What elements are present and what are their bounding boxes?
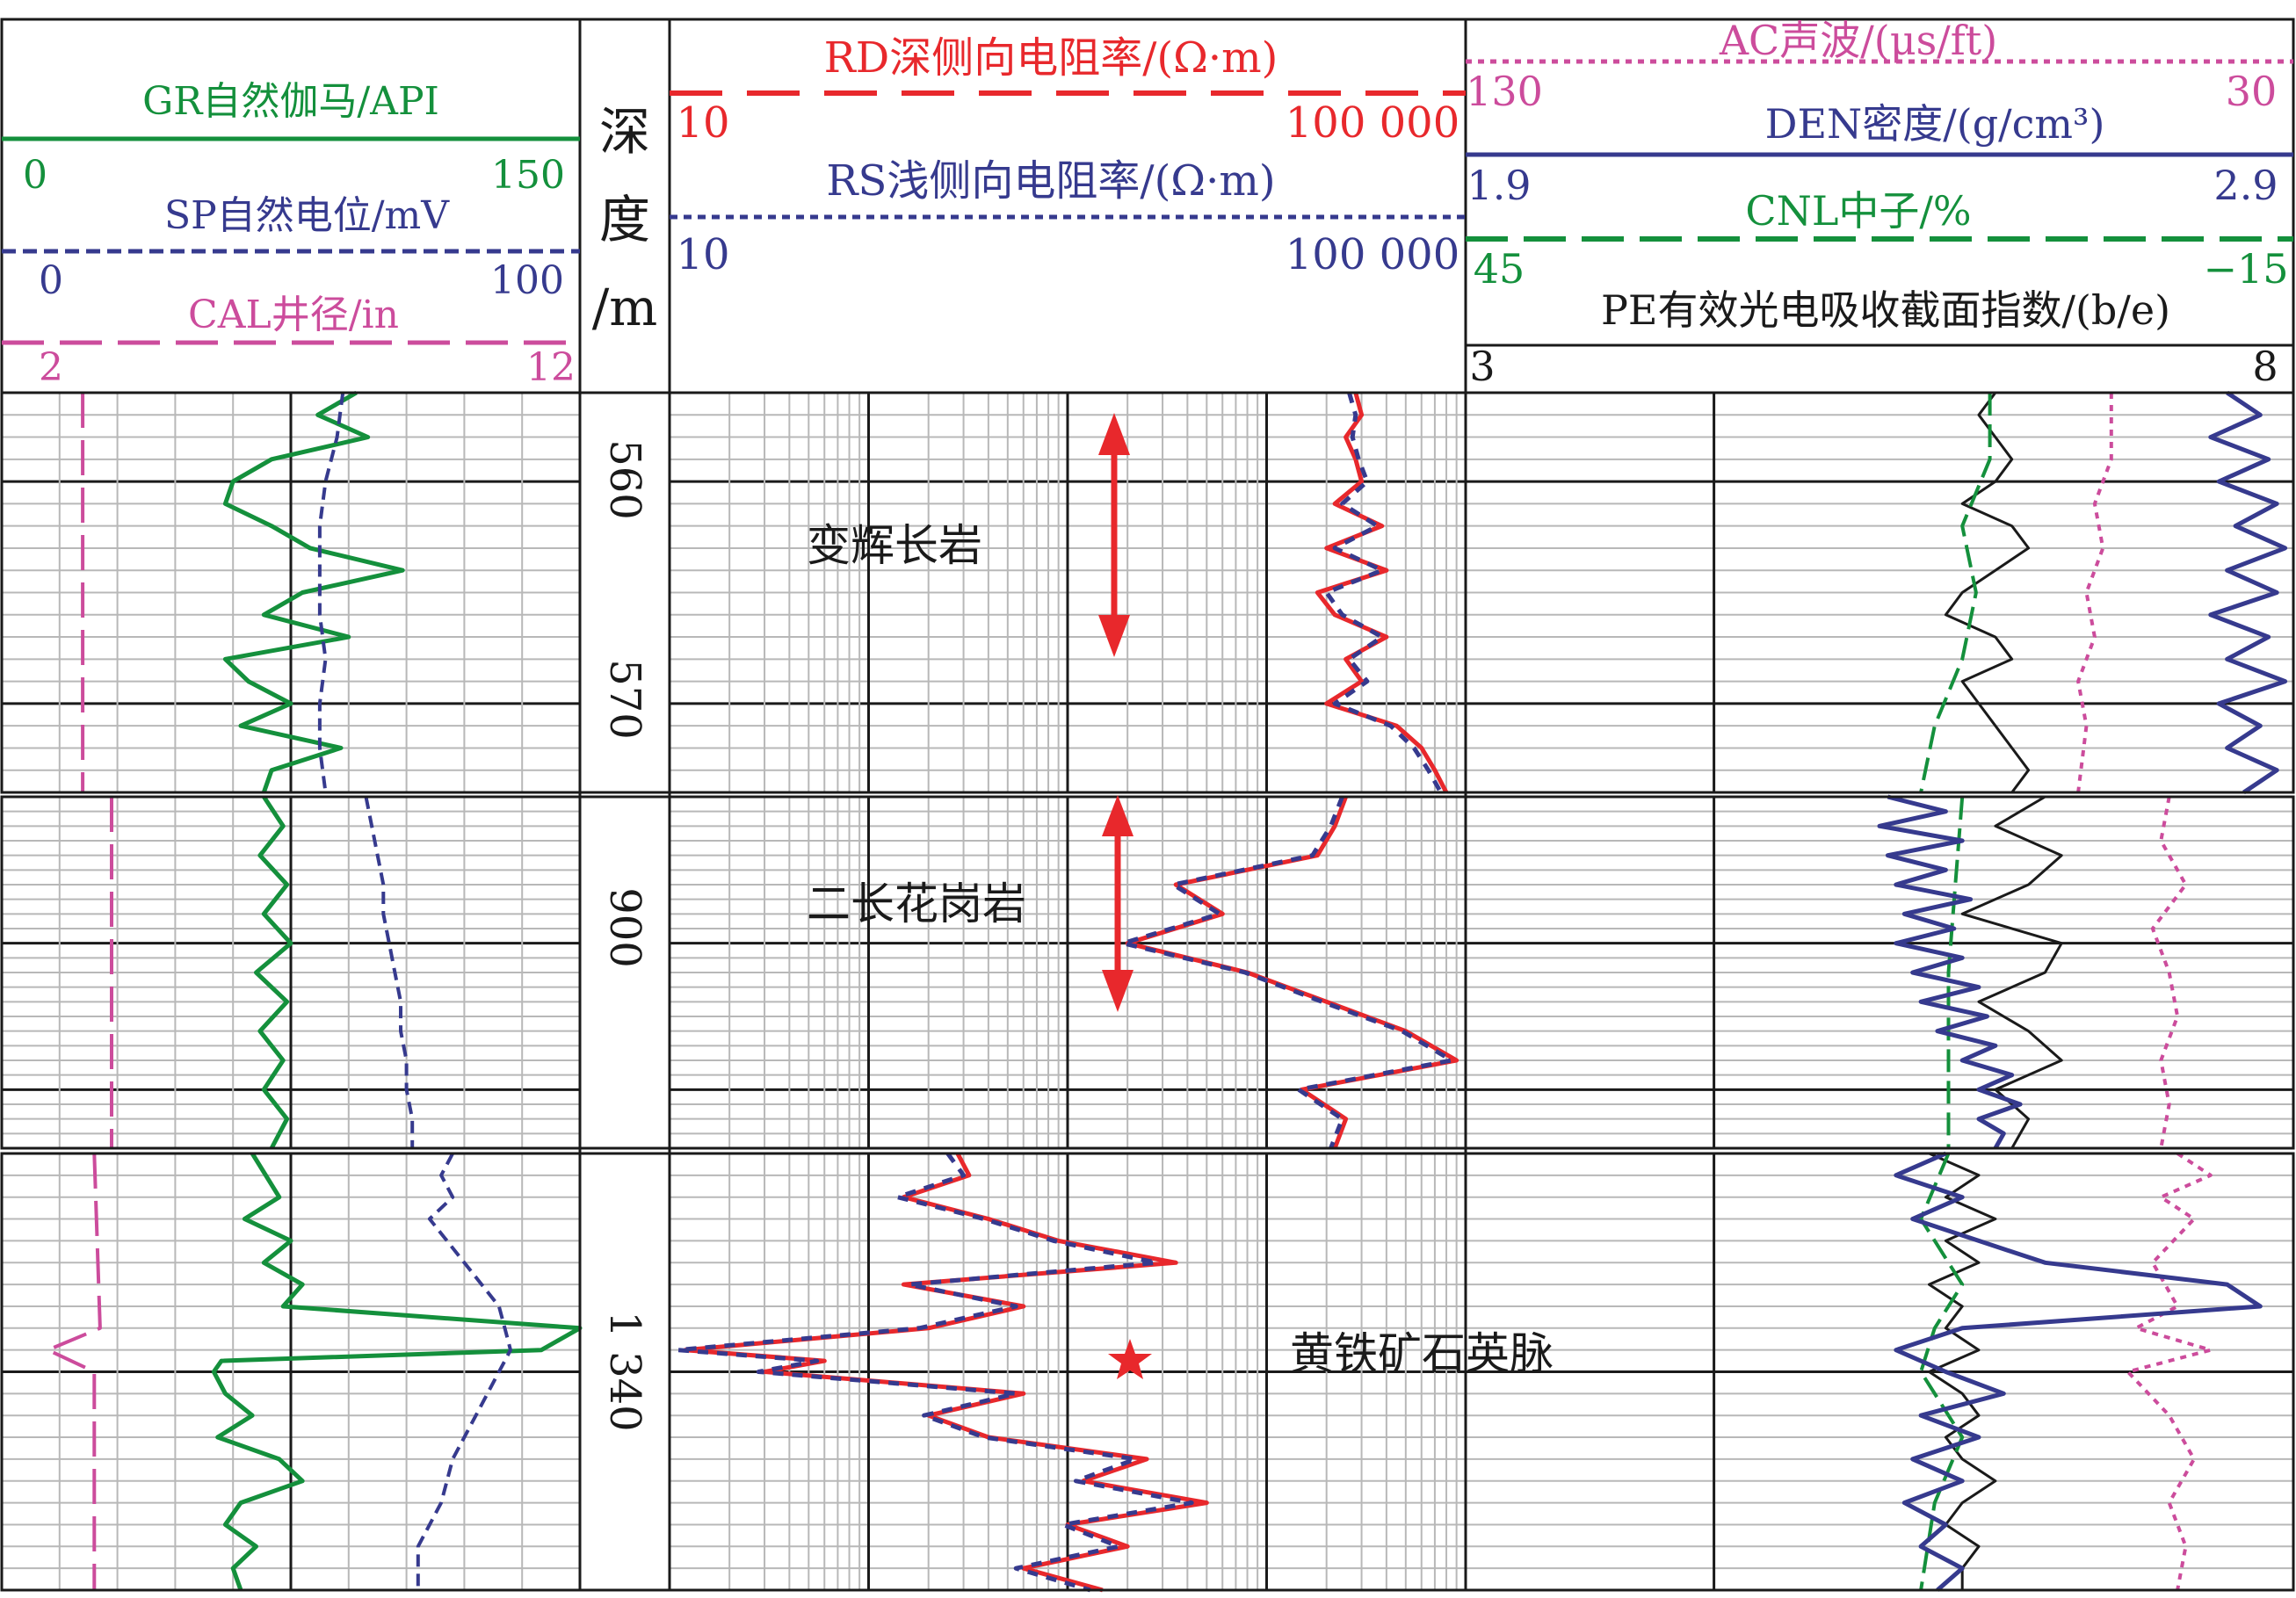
- depth-label-2: 度: [599, 190, 650, 249]
- cnl-max: −15: [2203, 245, 2288, 293]
- track-frames: [0, 18, 2295, 1592]
- sp-curve: [317, 392, 345, 793]
- curve-layer: [46, 390, 2288, 1593]
- cal-curve: [46, 1153, 102, 1590]
- depth-label-1: 深: [599, 102, 650, 162]
- lithology-annotations: 变辉长岩 二长花岗岩 黄铁矿石英脉: [807, 413, 1554, 1379]
- rd-label: RD深侧向电阻率/(Ω·m): [824, 33, 1278, 83]
- panel-curves-2: [46, 1151, 2263, 1593]
- gr-min: 0: [23, 153, 47, 198]
- depth-tick-570: 570: [600, 659, 649, 740]
- track1-header: GR自然伽马/API 0 150 SP自然电位/mV 0 100 CAL井径/i…: [2, 79, 580, 390]
- depth-label-3: /m: [592, 278, 658, 337]
- den-min: 1.9: [1467, 162, 1531, 209]
- panel-grid-1: [2, 797, 2293, 1148]
- grid-layer: [2, 393, 2293, 1590]
- depth-tick-900: 900: [600, 887, 649, 968]
- cnl-label: CNL中子/%: [1745, 187, 1971, 235]
- rd-max: 100 000: [1286, 98, 1460, 148]
- track2-header: RD深侧向电阻率/(Ω·m) 10 100 000 RS浅侧向电阻率/(Ω·m)…: [670, 33, 1466, 279]
- cal-min: 2: [39, 345, 63, 390]
- sp-curve: [364, 796, 415, 1148]
- gr-curve: [254, 795, 293, 1150]
- rock-label-gabbro: 变辉长岩: [807, 520, 982, 571]
- track3-header: AC声波/(μs/ft) 130 30 DEN密度/(g/cm³) 1.9 2.…: [1466, 17, 2293, 390]
- panel-curves-1: [110, 794, 2188, 1150]
- panel-grid-0: [2, 393, 2293, 792]
- rs-label: RS浅侧向电阻率/(Ω·m): [826, 156, 1275, 206]
- rock-label-pyrite-vein: 黄铁矿石英脉: [1290, 1328, 1554, 1379]
- depth-tick-1340: 1 340: [600, 1311, 649, 1431]
- cnl-curve: [1946, 796, 1965, 1148]
- panel-curves-0: [81, 390, 2288, 795]
- sp-label: SP自然电位/mV: [164, 193, 450, 238]
- pe-curve: [1960, 795, 2063, 1149]
- star-marker-icon: [1108, 1339, 1152, 1379]
- gr-label: GR自然伽马/API: [142, 79, 439, 124]
- rs-min: 10: [676, 230, 729, 279]
- den-curve: [2208, 390, 2288, 795]
- sp-max: 100: [490, 258, 564, 303]
- ac-label: AC声波/(μs/ft): [1719, 17, 1997, 64]
- ac-max: 30: [2226, 68, 2278, 115]
- rs-curve: [1120, 796, 1454, 1149]
- den-curve: [1894, 1151, 2263, 1592]
- cal-label: CAL井径/in: [188, 293, 399, 337]
- sp-min: 0: [39, 258, 63, 303]
- depth-header: 深 度 /m: [592, 102, 658, 337]
- den-max: 2.9: [2213, 162, 2278, 209]
- arrow-granite: [1102, 795, 1134, 1012]
- den-curve: [1877, 794, 2023, 1150]
- cnl-min: 45: [1474, 245, 1525, 293]
- rs-curve: [1324, 392, 1443, 794]
- depth-tick-560: 560: [600, 439, 649, 520]
- rd-curve: [1315, 392, 1449, 794]
- ac-curve: [2150, 796, 2188, 1149]
- cal-max: 12: [526, 345, 576, 390]
- arrow-gabbro: [1098, 413, 1130, 657]
- rs-max: 100 000: [1286, 230, 1460, 279]
- pe-label: PE有效光电吸收截面指数/(b/e): [1601, 286, 2170, 334]
- den-label: DEN密度/(g/cm³): [1765, 100, 2105, 148]
- rd-min: 10: [676, 98, 729, 148]
- gr-curve: [222, 390, 405, 793]
- rs-curve: [675, 1152, 1194, 1593]
- gr-curve: [211, 1152, 583, 1591]
- ac-min: 130: [1466, 68, 1543, 115]
- pe-curve: [1944, 392, 2031, 793]
- rock-label-granite: 二长花岗岩: [807, 879, 1026, 929]
- depth-ticks: 560 570 900 1 340: [600, 439, 649, 1432]
- pe-max: 8: [2252, 343, 2278, 390]
- sp-curve: [416, 1153, 512, 1590]
- ac-curve: [2126, 1152, 2213, 1591]
- pe-curve: [1928, 1152, 1997, 1590]
- gr-max: 150: [491, 153, 565, 198]
- pe-min: 3: [1469, 343, 1495, 390]
- cnl-curve: [1919, 393, 1992, 793]
